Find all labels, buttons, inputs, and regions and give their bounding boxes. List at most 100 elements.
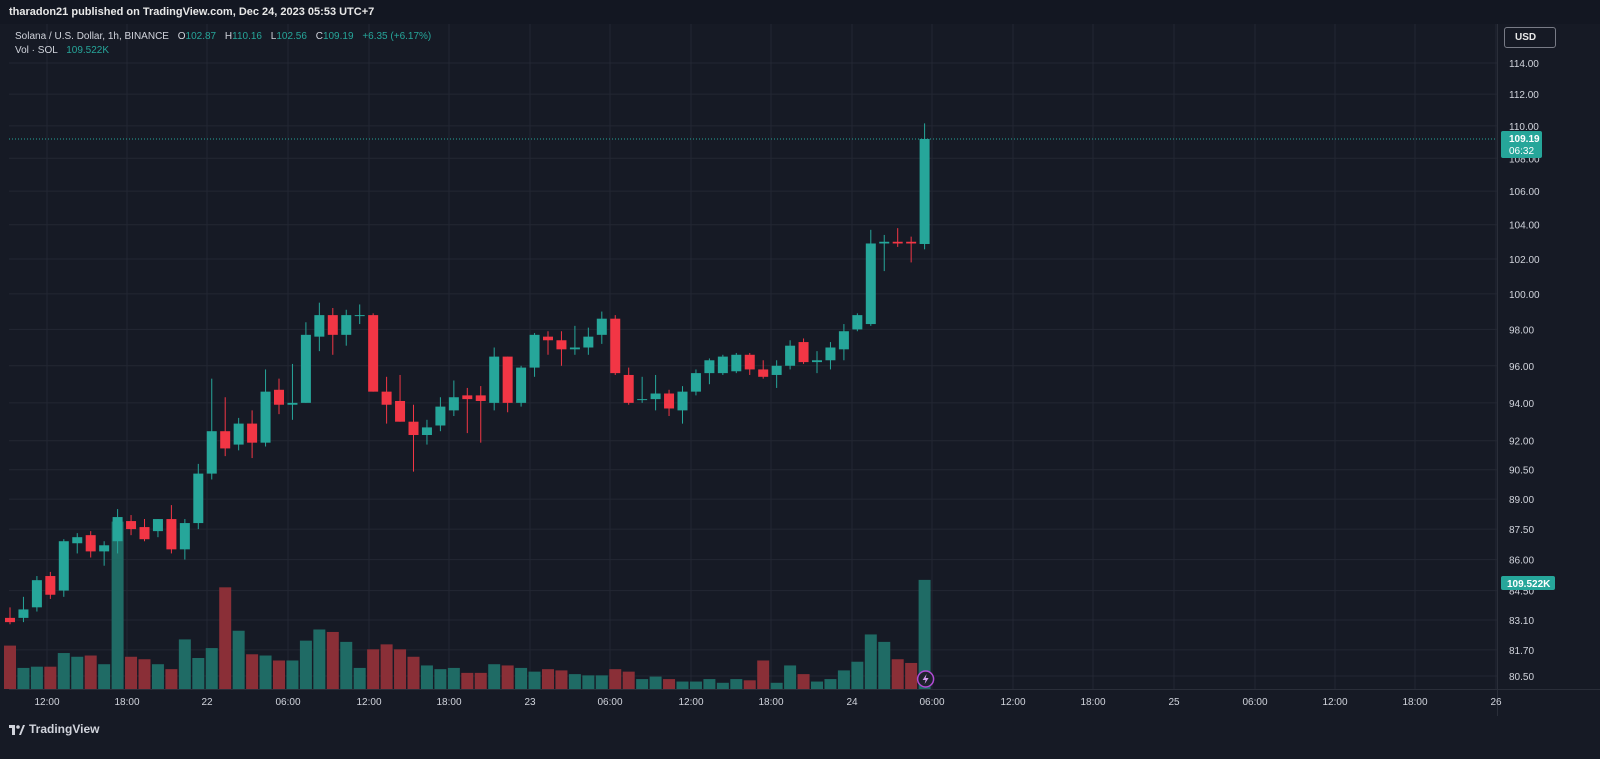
legend-symbol: Solana / U.S. Dollar, 1h, BINANCE — [15, 31, 169, 42]
volume-bar — [394, 649, 407, 689]
candle-body — [45, 576, 56, 595]
volume-bar — [837, 670, 850, 689]
candle-body — [731, 354, 742, 372]
time-tick-label: 23 — [524, 697, 536, 708]
time-tick-label: 26 — [1490, 697, 1502, 708]
candle-body — [502, 356, 513, 403]
candle-body — [193, 473, 204, 524]
candle-body — [341, 315, 352, 335]
time-tick-label: 06:00 — [597, 697, 622, 708]
volume-bar — [151, 664, 164, 689]
legend-volume-label: Vol · SOL — [15, 45, 58, 56]
volume-bar — [71, 656, 84, 689]
candle-body — [825, 347, 836, 361]
volume-bar — [420, 665, 433, 689]
candle-body — [704, 360, 715, 374]
volume-bar — [313, 629, 326, 689]
volume-bar — [125, 656, 138, 689]
candle-body — [31, 580, 42, 608]
candle-body — [368, 315, 379, 392]
time-tick-label: 18:00 — [436, 697, 461, 708]
price-tick-label: 106.00 — [1509, 187, 1540, 198]
volume-bar — [407, 656, 420, 689]
legend-high-value: 110.16 — [232, 31, 262, 42]
time-tick-label: 24 — [846, 697, 858, 708]
currency-button[interactable]: USD — [1504, 27, 1556, 48]
price-tick-label: 94.00 — [1509, 399, 1534, 410]
candle-body — [274, 389, 284, 405]
price-tick-label: 87.50 — [1509, 525, 1534, 536]
volume-bar — [4, 645, 16, 689]
volume-bar — [259, 655, 272, 689]
candle-body — [206, 431, 217, 474]
candle-body — [529, 334, 540, 368]
price-tick-label: 90.50 — [1509, 466, 1534, 477]
price-tick-label: 80.50 — [1509, 672, 1534, 683]
candle-body — [690, 373, 701, 392]
brand[interactable]: TradingView — [9, 722, 99, 736]
candle-body — [421, 427, 432, 436]
candle-body — [798, 342, 809, 363]
candle-body — [314, 315, 325, 337]
candle-body — [489, 356, 500, 403]
volume-bar — [542, 669, 554, 689]
header-bar: tharadon21 published on TradingView.com,… — [0, 0, 1600, 24]
candle-body — [623, 374, 634, 403]
price-tick-label: 100.00 — [1509, 290, 1540, 301]
legend-low-value: 102.56 — [276, 31, 307, 42]
volume-bar — [501, 665, 514, 689]
tradingview-logo-icon — [9, 725, 25, 735]
volume-bar — [716, 682, 729, 689]
volume-bar — [138, 659, 151, 689]
time-tick-label: 18:00 — [758, 697, 783, 708]
candle-body — [744, 354, 755, 370]
volume-bar — [474, 672, 487, 689]
price-tick-label: 114.00 — [1509, 59, 1539, 70]
volume-bar — [582, 675, 595, 689]
volume-bar — [434, 669, 447, 689]
candle-body — [260, 391, 271, 443]
volume-bar — [676, 681, 689, 689]
time-tick-label: 06:00 — [1242, 697, 1267, 708]
candle-body — [475, 395, 486, 401]
volume-bar — [30, 666, 43, 689]
last-price-tag-value: 109.19 — [1509, 134, 1540, 145]
volume-bar — [743, 680, 756, 689]
volume-bar — [757, 660, 770, 689]
candle-body — [448, 397, 459, 411]
price-tick-label: 112.00 — [1509, 90, 1539, 101]
time-tick-label: 12:00 — [678, 697, 703, 708]
legend-change: +6.35 (+6.17%) — [362, 31, 432, 42]
price-tick-label: 92.00 — [1509, 437, 1534, 448]
volume-bar — [864, 634, 877, 689]
volume-bar — [515, 667, 528, 689]
legend-volume-value: 109.522K — [66, 45, 110, 56]
candle-body — [677, 391, 688, 411]
volume-bar — [703, 679, 716, 689]
legend-low-label: L — [270, 31, 277, 42]
volume-bar — [918, 579, 931, 689]
volume-bar — [649, 676, 662, 689]
candle-body — [664, 393, 675, 409]
volume-bar — [784, 665, 797, 689]
volume-bar — [730, 679, 743, 689]
volume-bar — [192, 658, 205, 689]
price-tick-label: 110.00 — [1509, 122, 1539, 133]
candle-body — [906, 241, 917, 244]
volume-bar — [219, 587, 232, 689]
candle-body — [166, 519, 177, 550]
time-tick-label: 12:00 — [356, 697, 381, 708]
legend-open-value: 102.87 — [185, 31, 217, 42]
candle-body — [785, 345, 796, 366]
time-tick-label: 18:00 — [1080, 697, 1105, 708]
legend: Solana / U.S. Dollar, 1h, BINANCE O102.8… — [15, 30, 431, 58]
candle-body — [395, 400, 406, 422]
candle-body — [919, 138, 930, 244]
candle-body — [85, 535, 96, 552]
volume-bar — [299, 640, 312, 689]
time-tick-label: 06:00 — [919, 697, 944, 708]
time-tick-label: 18:00 — [114, 697, 139, 708]
price-tick-label: 81.70 — [1509, 646, 1534, 657]
volume-bar — [636, 679, 649, 689]
